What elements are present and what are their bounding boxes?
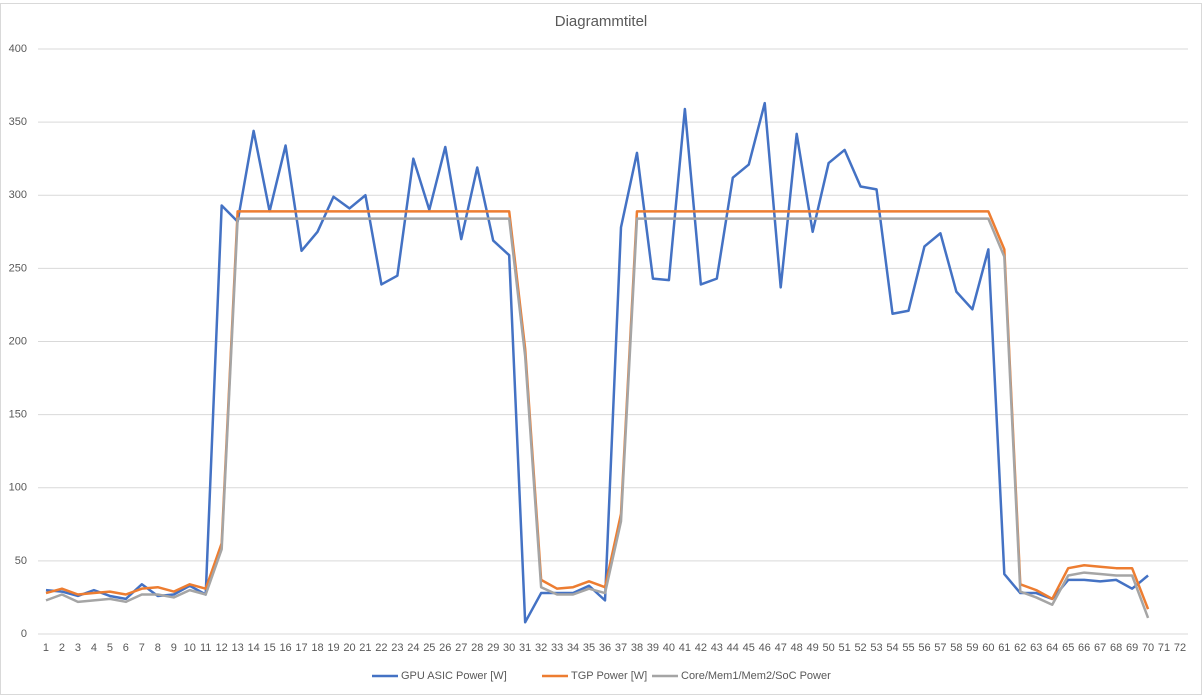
x-tick-label: 5 [107, 642, 113, 654]
x-tick-label: 59 [966, 642, 978, 654]
x-tick-label: 27 [455, 642, 467, 654]
y-tick-label: 50 [15, 555, 27, 567]
y-tick-label: 200 [9, 335, 27, 347]
x-tick-label: 18 [311, 642, 323, 654]
x-tick-label: 47 [775, 642, 787, 654]
y-tick-label: 400 [9, 43, 27, 55]
x-tick-label: 46 [759, 642, 771, 654]
x-tick-label: 7 [139, 642, 145, 654]
legend-label: Core/Mem1/Mem2/SoC Power [681, 670, 831, 682]
x-tick-label: 26 [439, 642, 451, 654]
x-tick-label: 62 [1014, 642, 1026, 654]
x-tick-label: 61 [998, 642, 1010, 654]
x-tick-label: 15 [263, 642, 275, 654]
x-tick-label: 41 [679, 642, 691, 654]
x-tick-label: 63 [1030, 642, 1042, 654]
x-tick-label: 43 [711, 642, 723, 654]
legend-label: TGP Power [W] [571, 670, 647, 682]
x-tick-label: 22 [375, 642, 387, 654]
x-tick-label: 35 [583, 642, 595, 654]
x-tick-label: 45 [743, 642, 755, 654]
x-tick-label: 10 [184, 642, 196, 654]
chart-title: Diagrammtitel [555, 13, 648, 30]
x-tick-label: 16 [279, 642, 291, 654]
chart-border [0, 3, 1202, 695]
x-tick-label: 37 [615, 642, 627, 654]
x-tick-label: 50 [823, 642, 835, 654]
x-tick-label: 72 [1174, 642, 1186, 654]
x-tick-label: 6 [123, 642, 129, 654]
y-tick-label: 300 [9, 189, 27, 201]
legend-label: GPU ASIC Power [W] [401, 670, 507, 682]
x-tick-label: 24 [407, 642, 419, 654]
x-tick-label: 11 [200, 642, 211, 654]
x-tick-label: 17 [295, 642, 307, 654]
x-tick-label: 51 [838, 642, 850, 654]
x-tick-label: 60 [982, 642, 994, 654]
x-tick-label: 58 [950, 642, 962, 654]
x-tick-label: 3 [75, 642, 81, 654]
x-tick-label: 14 [248, 642, 260, 654]
x-tick-label: 31 [519, 642, 531, 654]
x-tick-label: 55 [902, 642, 914, 654]
x-tick-label: 20 [343, 642, 355, 654]
x-tick-label: 54 [886, 642, 898, 654]
x-tick-label: 40 [663, 642, 675, 654]
x-tick-label: 4 [91, 642, 97, 654]
x-tick-label: 49 [807, 642, 819, 654]
x-tick-label: 57 [934, 642, 946, 654]
x-tick-label: 67 [1094, 642, 1106, 654]
x-tick-label: 23 [391, 642, 403, 654]
y-tick-label: 350 [9, 116, 27, 128]
series-line [45, 101, 1149, 624]
x-tick-label: 44 [727, 642, 739, 654]
x-tick-label: 21 [359, 642, 371, 654]
series-line [45, 217, 1150, 619]
x-tick-label: 36 [599, 642, 611, 654]
x-tick-label: 1 [43, 642, 49, 654]
x-tick-label: 2 [59, 642, 65, 654]
y-tick-label: 150 [9, 409, 27, 421]
x-tick-label: 66 [1078, 642, 1090, 654]
x-tick-label: 19 [327, 642, 339, 654]
x-tick-label: 48 [791, 642, 803, 654]
x-tick-label: 33 [551, 642, 563, 654]
x-tick-label: 25 [423, 642, 435, 654]
x-tick-label: 28 [471, 642, 483, 654]
x-tick-label: 9 [171, 642, 177, 654]
x-tick-label: 42 [695, 642, 707, 654]
x-tick-label: 12 [216, 642, 228, 654]
x-tick-label: 39 [647, 642, 659, 654]
x-tick-label: 65 [1062, 642, 1074, 654]
x-tick-label: 56 [918, 642, 930, 654]
x-tick-label: 30 [503, 642, 515, 654]
x-tick-label: 69 [1126, 642, 1138, 654]
x-tick-label: 29 [487, 642, 499, 654]
y-tick-label: 250 [9, 262, 27, 274]
x-tick-label: 71 [1158, 642, 1170, 654]
x-tick-label: 68 [1110, 642, 1122, 654]
x-tick-label: 64 [1046, 642, 1058, 654]
y-tick-label: 0 [21, 628, 27, 640]
x-tick-label: 8 [155, 642, 161, 654]
x-tick-label: 53 [870, 642, 882, 654]
x-tick-label: 52 [854, 642, 866, 654]
y-tick-label: 100 [9, 482, 27, 494]
x-tick-label: 13 [232, 642, 244, 654]
x-tick-label: 32 [535, 642, 547, 654]
x-tick-label: 34 [567, 642, 579, 654]
x-tick-label: 70 [1142, 642, 1154, 654]
x-tick-label: 38 [631, 642, 643, 654]
